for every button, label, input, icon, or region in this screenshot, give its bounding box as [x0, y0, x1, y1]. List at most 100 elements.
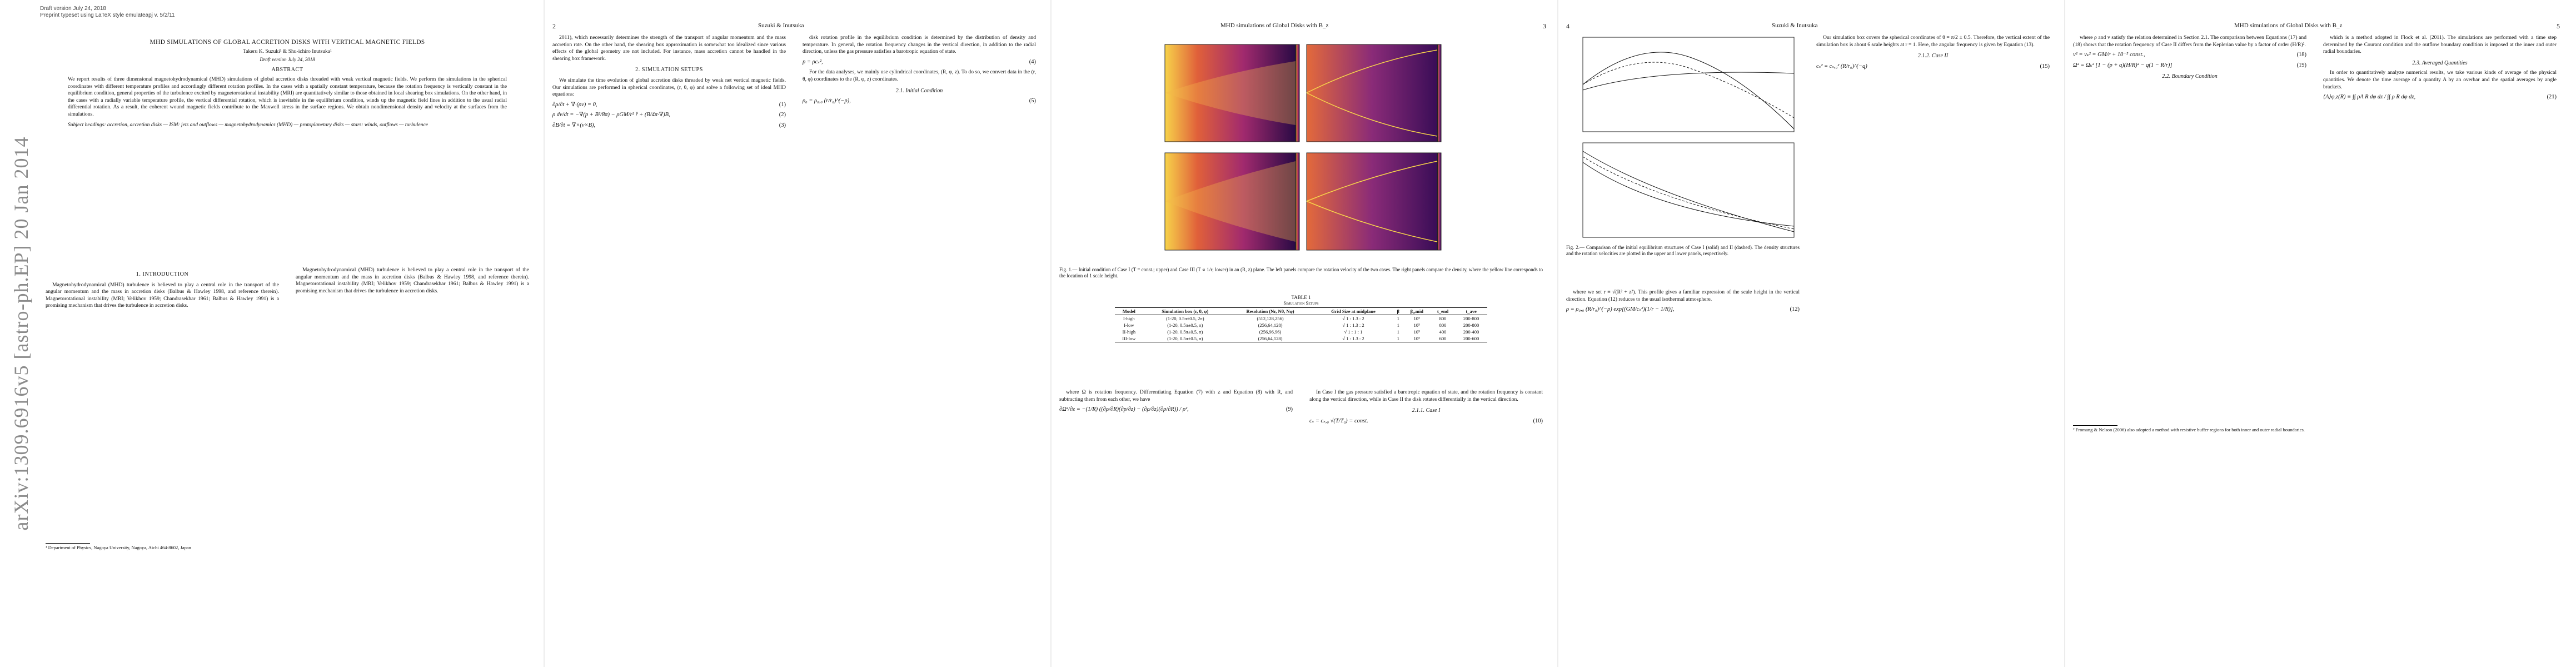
- table-cell: 10⁵: [1403, 335, 1431, 342]
- draft-header: Draft version July 24, 2018 Preprint typ…: [40, 6, 175, 19]
- figure-2: [1582, 37, 1795, 238]
- equation-body: ρ dv/dt = −∇(p + B²/8π) − ρGM/r² r̂ + (B…: [552, 112, 670, 118]
- page-number: 4: [1566, 22, 1569, 30]
- table-row: I-high (1-20, 0.5π±0.5, 2π) (512,128,256) √…: [1115, 315, 1487, 322]
- table-title: TABLE 1: [1291, 295, 1311, 300]
- figure-1-caption: Fig. 1.— Initial condition of Case I (T …: [1059, 267, 1543, 278]
- page5-right-column: which is a method adopted in Flock et al…: [2323, 34, 2557, 104]
- table-cell: 200-600: [1455, 335, 1487, 342]
- figure-1: [1164, 44, 1442, 251]
- equation-body: ∂B/∂t = ∇×(v×B),: [552, 122, 596, 128]
- page-2: 2 Suzuki & Inutsuka 2011), which necessa…: [547, 0, 1047, 667]
- table-cell: (1-20, 0.5π±0.5, 2π): [1166, 316, 1204, 321]
- equation-1: ∂ρ/∂t + ∇·(ρv) = 0, (1): [552, 102, 786, 109]
- equation-number: (18): [2296, 52, 2307, 58]
- paragraph: 2011), which necessarily determines the …: [552, 34, 786, 62]
- equation-body: ∂ρ/∂t + ∇·(ρv) = 0,: [552, 101, 597, 108]
- arxiv-stamp-text: arXiv:1309.6916v5 [astro-ph.EP] 20 Jan 2…: [10, 136, 32, 531]
- paragraph: disk rotation profile in the equilibrium…: [803, 34, 1036, 55]
- table-row: I-low (1-20, 0.5π±0.5, π) (256,64,128) √ 1 …: [1115, 322, 1487, 328]
- table-cell: 200-400: [1463, 329, 1479, 335]
- panel-bottom-left: [1164, 152, 1296, 251]
- panel-bottom-right: [1306, 152, 1438, 251]
- preprint-typeset-line: Preprint typeset using LaTeX style emula…: [40, 12, 175, 18]
- table-cell: 10⁵: [1413, 329, 1420, 335]
- table-subtitle: Simulation Setups: [1283, 300, 1319, 306]
- table-cell: 10⁵: [1413, 316, 1420, 321]
- paper-authors: Takeru K. Suzuki¹ & Shu-ichiro Inutsuka¹: [243, 49, 332, 54]
- table-cell: 400: [1439, 329, 1447, 335]
- page4-right-column: Our simulation box covers the spherical …: [1816, 34, 2050, 73]
- footnote: ² Fromang & Nelson (2006) also adopted a…: [2073, 426, 2305, 432]
- averaged-quantities-heading: 2.3. Averaged Quantities: [2412, 59, 2468, 66]
- equation-21: ⟨A⟩φ,z(R) ≡ ∫∫ ρA R dφ dz / ∫∫ ρ R dφ dz…: [2323, 94, 2557, 101]
- page5-left-column: where ρ and v satisfy the relation deter…: [2073, 34, 2306, 432]
- page-number: 5: [2557, 22, 2560, 30]
- equation-body: Ω² = Ωₖ² [1 − (p + q)(H/R)² − q(1 − R/r)…: [2073, 62, 2173, 68]
- table-header: β₀,mid: [1403, 307, 1431, 315]
- page1-left-column: 1. INTRODUCTION Magnetohydrodynamical (M…: [46, 267, 279, 550]
- equation-5: ρ₀ = ρ₀,₀ (r/r₀)^(−p), (5): [803, 98, 1036, 105]
- subject-headings: Subject headings: accretion, accretion d…: [68, 121, 428, 128]
- table-cell: 1: [1397, 322, 1399, 328]
- footnote: ¹ Department of Physics, Nagoya Universi…: [46, 544, 191, 550]
- paragraph: In order to quantitatively analyze numer…: [2323, 69, 2557, 90]
- equation-19: Ω² = Ωₖ² [1 − (p + q)(H/R)² − q(1 − R/r)…: [2073, 62, 2306, 69]
- simulation-setups-heading: 2. SIMULATION SETUPS: [635, 67, 703, 73]
- setup-table: Model Simulation box (r, θ, φ) Resolutio…: [1115, 307, 1487, 342]
- paragraph: Our simulation box covers the spherical …: [1816, 34, 2050, 48]
- page-5: MHD simulations of Global Disks with B_z…: [2067, 0, 2568, 667]
- table-cell: √ 1 : 1 : 1: [1344, 329, 1363, 335]
- paragraph: We simulate the time evolution of global…: [552, 77, 786, 98]
- table-header: Simulation box (r, θ, φ): [1143, 307, 1228, 315]
- table-row: II-high (1-20, 0.5π±0.5, π) (256,96,96) √ 1…: [1115, 328, 1487, 335]
- table-header: Grid Size at midplane: [1313, 307, 1393, 315]
- equation-body: ρ = ρ₀,₀ (R/r₀)^(−p) exp[(GM/cₛ²)(1/r − …: [1566, 306, 1675, 313]
- initial-condition-heading: 2.1. Initial Condition: [895, 87, 943, 94]
- table-cell: (256,64,128): [1227, 335, 1314, 342]
- equation-number: (2): [779, 112, 786, 118]
- table-cell: 1: [1393, 335, 1403, 342]
- table-header: Model: [1115, 307, 1143, 315]
- table-cell: (256,64,128): [1258, 322, 1283, 328]
- figure-2-caption: Fig. 2.— Comparison of the initial equil…: [1566, 245, 1800, 256]
- table-cell: (1-20, 0.5π±0.5, π): [1167, 322, 1203, 328]
- intro-heading: 1. INTRODUCTION: [136, 271, 189, 277]
- table-cell: (1-20, 0.5π±0.5, π): [1143, 335, 1228, 342]
- equation-number: (4): [1029, 58, 1036, 65]
- paragraph: where we set r ≡ √(R² + z²). This profil…: [1566, 289, 1800, 302]
- equation-10: cₛ = cₛ,₀ √(T/T₀) = const. (10): [1309, 418, 1543, 425]
- table-cell: 600: [1430, 335, 1456, 342]
- equation-body: cₛ = cₛ,₀ √(T/T₀) = const.: [1309, 417, 1368, 424]
- equation-body: ⟨A⟩φ,z(R) ≡ ∫∫ ρA R dφ dz / ∫∫ ρ R dφ dz…: [2323, 94, 2416, 101]
- page3-left-column: where Ω is rotation frequency. Different…: [1059, 389, 1293, 417]
- page3-right-column: In Case I the gas pressure satisfied a b…: [1309, 389, 1543, 428]
- equation-body: cₛ² = cₛ,₀² (R/r₀)^(−q): [1816, 63, 1867, 69]
- equation-number: (9): [1285, 406, 1293, 413]
- equation-2: ρ dv/dt = −∇(p + B²/8π) − ρGM/r² r̂ + (B…: [552, 112, 786, 119]
- page2-left-column: 2011), which necessarily determines the …: [552, 34, 786, 133]
- table-cell: (512,128,256): [1257, 316, 1284, 321]
- abstract-text: We report results of three dimensional m…: [68, 76, 507, 117]
- equation-number: (10): [1533, 417, 1543, 424]
- equation-body: p = ρcₛ²,: [803, 58, 823, 65]
- equation-number: (3): [779, 122, 786, 128]
- equation-body: v² = vₖ² = GM/r + 10⁻⁵ const.,: [2073, 52, 2145, 58]
- table-cell: 200-800: [1463, 316, 1479, 321]
- paragraph: where Ω is rotation frequency. Different…: [1059, 389, 1293, 402]
- running-head: Suzuki & Inutsuka: [1772, 22, 1818, 29]
- page1-right-column: Magnetohydrodynamical (MHD) turbulence i…: [296, 267, 529, 297]
- paragraph: which is a method adopted in Flock et al…: [2323, 34, 2557, 55]
- panel-top-left: [1164, 44, 1296, 142]
- page4-left-column: where we set r ≡ √(R² + z²). This profil…: [1566, 289, 1800, 317]
- draft-date: Draft version July 24, 2018: [260, 57, 315, 62]
- abstract-heading: ABSTRACT: [271, 67, 303, 73]
- page-1: Draft version July 24, 2018 Preprint typ…: [40, 0, 540, 667]
- table-cell: I-low: [1124, 322, 1134, 328]
- table-cell: 800: [1439, 322, 1447, 328]
- intro-paragraph-continued: Magnetohydrodynamical (MHD) turbulence i…: [296, 267, 529, 294]
- equation-number: (21): [2547, 94, 2557, 101]
- running-head: MHD simulations of Global Disks with B_z: [2234, 22, 2343, 29]
- equation-12: ρ = ρ₀,₀ (R/r₀)^(−p) exp[(GM/cₛ²)(1/r − …: [1566, 306, 1800, 313]
- running-head: MHD simulations of Global Disks with B_z: [1220, 22, 1329, 29]
